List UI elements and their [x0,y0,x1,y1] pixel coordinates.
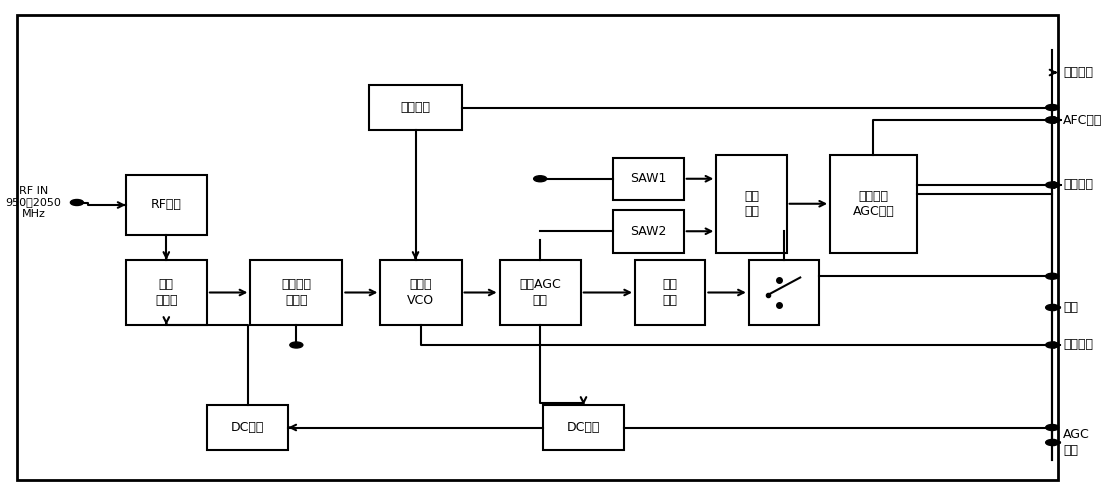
Text: 基带输出: 基带输出 [1063,178,1092,192]
FancyBboxPatch shape [635,260,706,325]
FancyBboxPatch shape [380,260,462,325]
Text: 预置电路: 预置电路 [400,101,431,114]
Circle shape [1046,104,1058,110]
FancyBboxPatch shape [749,260,819,325]
Circle shape [1046,304,1058,310]
Text: RF IN
950～2050
MHz: RF IN 950～2050 MHz [6,186,62,219]
Circle shape [1046,182,1058,188]
FancyBboxPatch shape [125,260,207,325]
Text: 中频
放大: 中频 放大 [743,190,759,218]
Text: DC放大: DC放大 [567,421,601,434]
Circle shape [1046,273,1058,279]
Text: DC放大: DC放大 [230,421,265,434]
FancyBboxPatch shape [543,405,624,450]
FancyBboxPatch shape [500,260,581,325]
Text: 镜像抑制
滤波器: 镜像抑制 滤波器 [281,278,311,306]
FancyBboxPatch shape [716,155,787,252]
FancyBboxPatch shape [614,158,684,200]
FancyBboxPatch shape [207,405,288,450]
Text: 电控
衰减器: 电控 衰减器 [155,278,177,306]
Text: SAW2: SAW2 [630,225,667,238]
FancyBboxPatch shape [369,85,462,130]
FancyBboxPatch shape [830,155,916,252]
Text: 中频AGC
放大: 中频AGC 放大 [520,278,561,306]
Circle shape [1046,440,1058,446]
Circle shape [1046,342,1058,348]
Text: 中频
放大: 中频 放大 [663,278,678,306]
FancyBboxPatch shape [250,260,342,325]
FancyBboxPatch shape [125,175,207,235]
Circle shape [534,176,546,182]
Circle shape [71,200,83,205]
Text: AGC
输出: AGC 输出 [1063,428,1090,456]
FancyBboxPatch shape [614,210,684,252]
Text: 调谐电压: 调谐电压 [1063,338,1092,351]
Circle shape [1046,117,1058,123]
Text: 中频解调
AGC放大: 中频解调 AGC放大 [852,190,894,218]
Text: 预置输出: 预置输出 [1063,66,1092,79]
Circle shape [1046,424,1058,430]
Text: 变频与
VCO: 变频与 VCO [408,278,434,306]
FancyBboxPatch shape [18,15,1057,480]
Text: 开关: 开关 [1063,301,1078,314]
Circle shape [1046,117,1058,123]
Text: AFC输出: AFC输出 [1063,114,1102,126]
Text: SAW1: SAW1 [630,172,667,185]
Text: RF放大: RF放大 [151,198,182,211]
Circle shape [290,342,302,348]
